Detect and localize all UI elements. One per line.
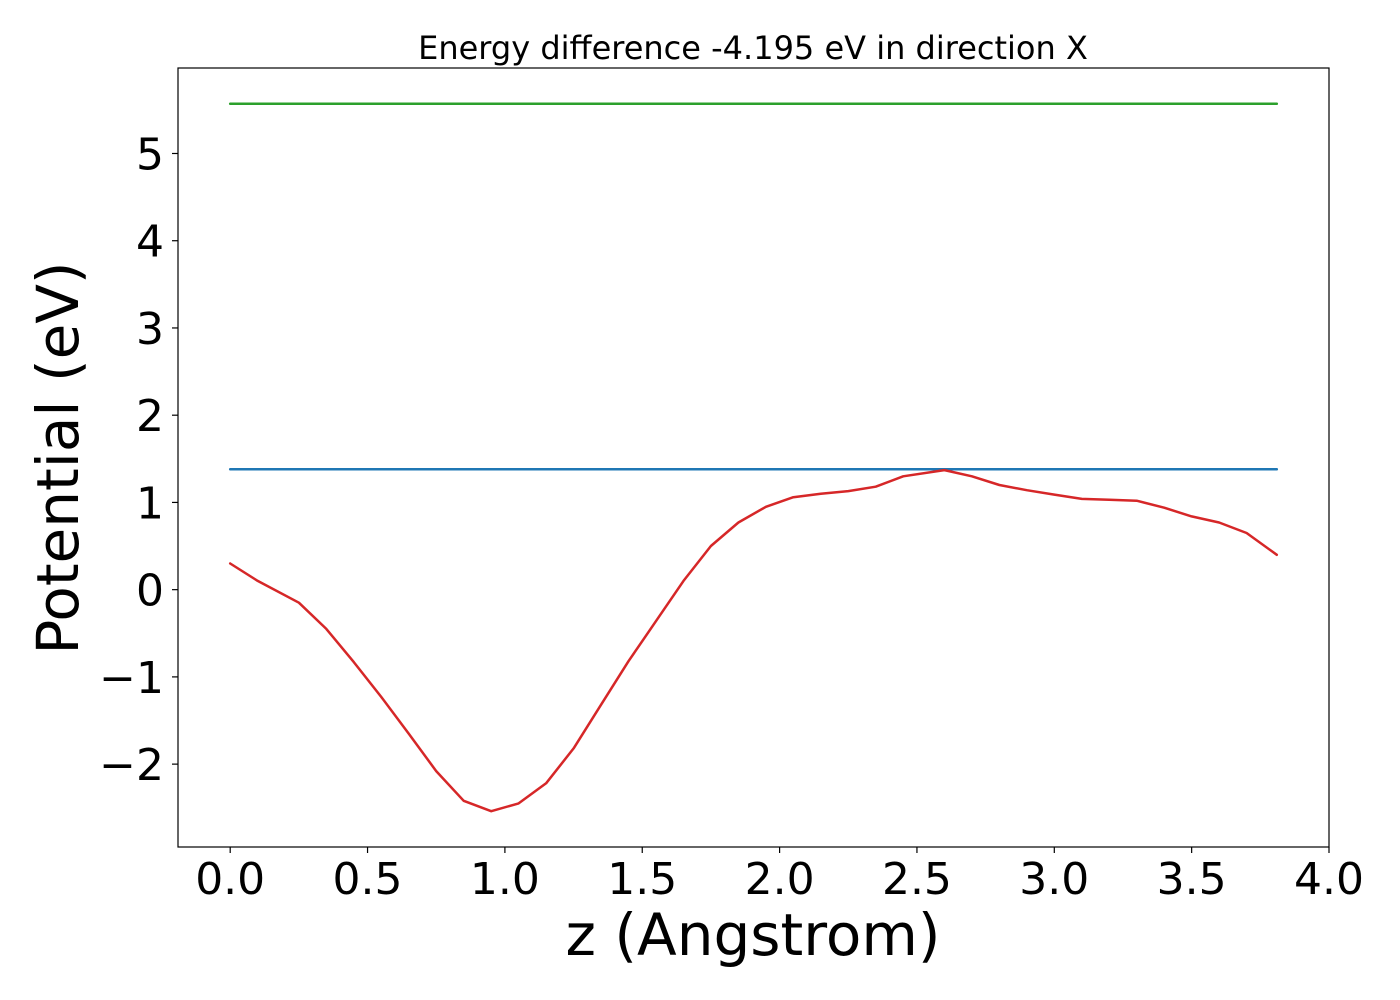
y-tick-label: −1 [99, 653, 164, 704]
y-tick-label: 0 [136, 566, 164, 617]
x-tick-label: 2.5 [882, 854, 952, 905]
plot-frame [177, 67, 1330, 848]
y-tick-label: 5 [136, 129, 164, 180]
x-tick-label: 2.0 [745, 854, 815, 905]
plot-lines [228, 102, 1279, 813]
y-tick-label: 1 [136, 478, 164, 529]
x-tick-label: 4.0 [1294, 854, 1364, 905]
y-tick-label: −2 [99, 740, 164, 791]
x-tick-label: 3.5 [1157, 854, 1227, 905]
y-tick-label: 4 [136, 217, 164, 268]
chart-title: Energy difference -4.195 eV in direction… [418, 29, 1088, 67]
x-axis-label: z (Angstrom) [566, 901, 941, 969]
y-tick-label: 2 [136, 391, 164, 442]
y-axis-ticks: −2 −1 0 1 2 3 4 5 [99, 129, 178, 791]
y-axis-label: Potential (eV) [24, 261, 92, 654]
x-tick-label: 1.0 [470, 854, 540, 905]
y-tick-label: 3 [136, 304, 164, 355]
x-tick-label: 3.0 [1019, 854, 1089, 905]
x-tick-label: 1.5 [607, 854, 677, 905]
x-tick-label: 0.0 [195, 854, 265, 905]
series-line-2 [228, 468, 1279, 813]
x-axis-ticks: 0.0 0.5 1.0 1.5 2.0 2.5 3.0 3.5 4.0 [195, 847, 1364, 905]
x-tick-label: 0.5 [333, 854, 403, 905]
